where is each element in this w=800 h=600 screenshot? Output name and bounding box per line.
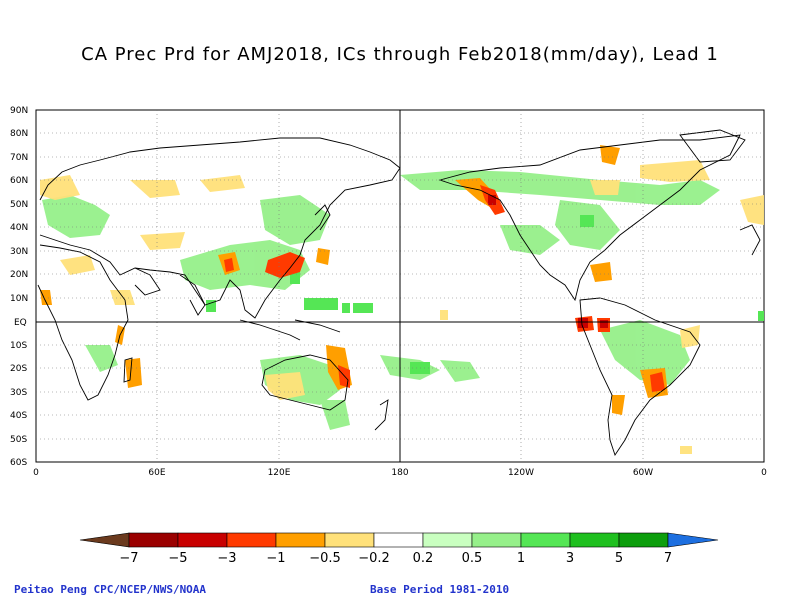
- credit-text: Peitao Peng CPC/NCEP/NWS/NOAA: [14, 583, 207, 596]
- latitude-tick-labels: 90N 80N 70N 60N 50N 40N 30N 20N 10N EQ 1…: [10, 106, 28, 468]
- colorbar-label: 0.2: [413, 551, 434, 566]
- colorbar-bin: [177, 532, 228, 548]
- lon-tick: 120W: [508, 468, 534, 478]
- colorbar-label: 0.5: [462, 551, 483, 566]
- lat-tick: 10N: [10, 294, 28, 304]
- lat-tick: 80N: [10, 129, 28, 139]
- colorbar-label: 7: [664, 551, 672, 566]
- lat-tick: 30N: [10, 247, 28, 257]
- precipitation-anomaly-patches: [40, 145, 764, 454]
- lat-tick: 40S: [10, 411, 27, 421]
- lon-tick: 0: [33, 468, 39, 478]
- colorbar-label: 3: [566, 551, 574, 566]
- lat-tick: 60S: [10, 458, 27, 468]
- colorbar-bin: [324, 532, 375, 548]
- lat-tick: 40N: [10, 223, 28, 233]
- lon-tick: 120E: [268, 468, 291, 478]
- colorbar-label: −0.5: [309, 551, 341, 566]
- colorbar-bin: [226, 532, 277, 548]
- colorbar-label: −0.2: [358, 551, 390, 566]
- lat-tick: 20N: [10, 270, 28, 280]
- map-title: CA Prec Prd for AMJ2018, ICs through Feb…: [81, 44, 719, 65]
- colorbar-bin: [618, 532, 669, 548]
- base-period-text: Base Period 1981-2010: [370, 583, 510, 596]
- colorbar-label: 1: [517, 551, 525, 566]
- lon-tick: 180: [391, 468, 408, 478]
- lat-tick: 90N: [10, 106, 28, 116]
- colorbar-label: 5: [615, 551, 623, 566]
- colorbar-bin: [275, 532, 326, 548]
- colorbar-bin: [520, 532, 571, 548]
- colorbar-bin: [422, 532, 473, 548]
- colorbar-bins: [128, 532, 669, 548]
- colorbar-high-arrow: [667, 532, 719, 548]
- longitude-tick-labels: 0 60E 120E 180 120W 60W 0: [33, 468, 767, 478]
- lon-tick: 60W: [633, 468, 653, 478]
- lat-tick: 60N: [10, 176, 28, 186]
- lat-tick: EQ: [14, 318, 27, 328]
- colorbar-bin: [569, 532, 620, 548]
- colorbar-label: −1: [266, 551, 285, 566]
- coastlines: [37, 129, 761, 457]
- lat-tick: 10S: [10, 341, 27, 351]
- lat-tick: 30S: [10, 388, 27, 398]
- map-panel: 90N 80N 70N 60N 50N 40N 30N 20N 10N EQ 1…: [10, 106, 767, 478]
- colorbar-low-arrow: [79, 532, 130, 548]
- colorbar-bin: [471, 532, 522, 548]
- lon-tick: 60E: [148, 468, 165, 478]
- colorbar-label: −5: [168, 551, 187, 566]
- colorbar-label: −3: [217, 551, 236, 566]
- colorbar-bin: [128, 532, 179, 548]
- colorbar-label: −7: [119, 551, 138, 566]
- lat-tick: 20S: [10, 364, 27, 374]
- lon-tick: 0: [761, 468, 767, 478]
- colorbar: −7 −5 −3 −1 −0.5 −0.2 0.2 0.5 1 3 5 7: [79, 532, 719, 566]
- colorbar-labels: −7 −5 −3 −1 −0.5 −0.2 0.2 0.5 1 3 5 7: [119, 551, 672, 566]
- lat-tick: 50N: [10, 200, 28, 210]
- lat-tick: 70N: [10, 153, 28, 163]
- colorbar-bin: [373, 532, 424, 548]
- lat-tick: 50S: [10, 435, 27, 445]
